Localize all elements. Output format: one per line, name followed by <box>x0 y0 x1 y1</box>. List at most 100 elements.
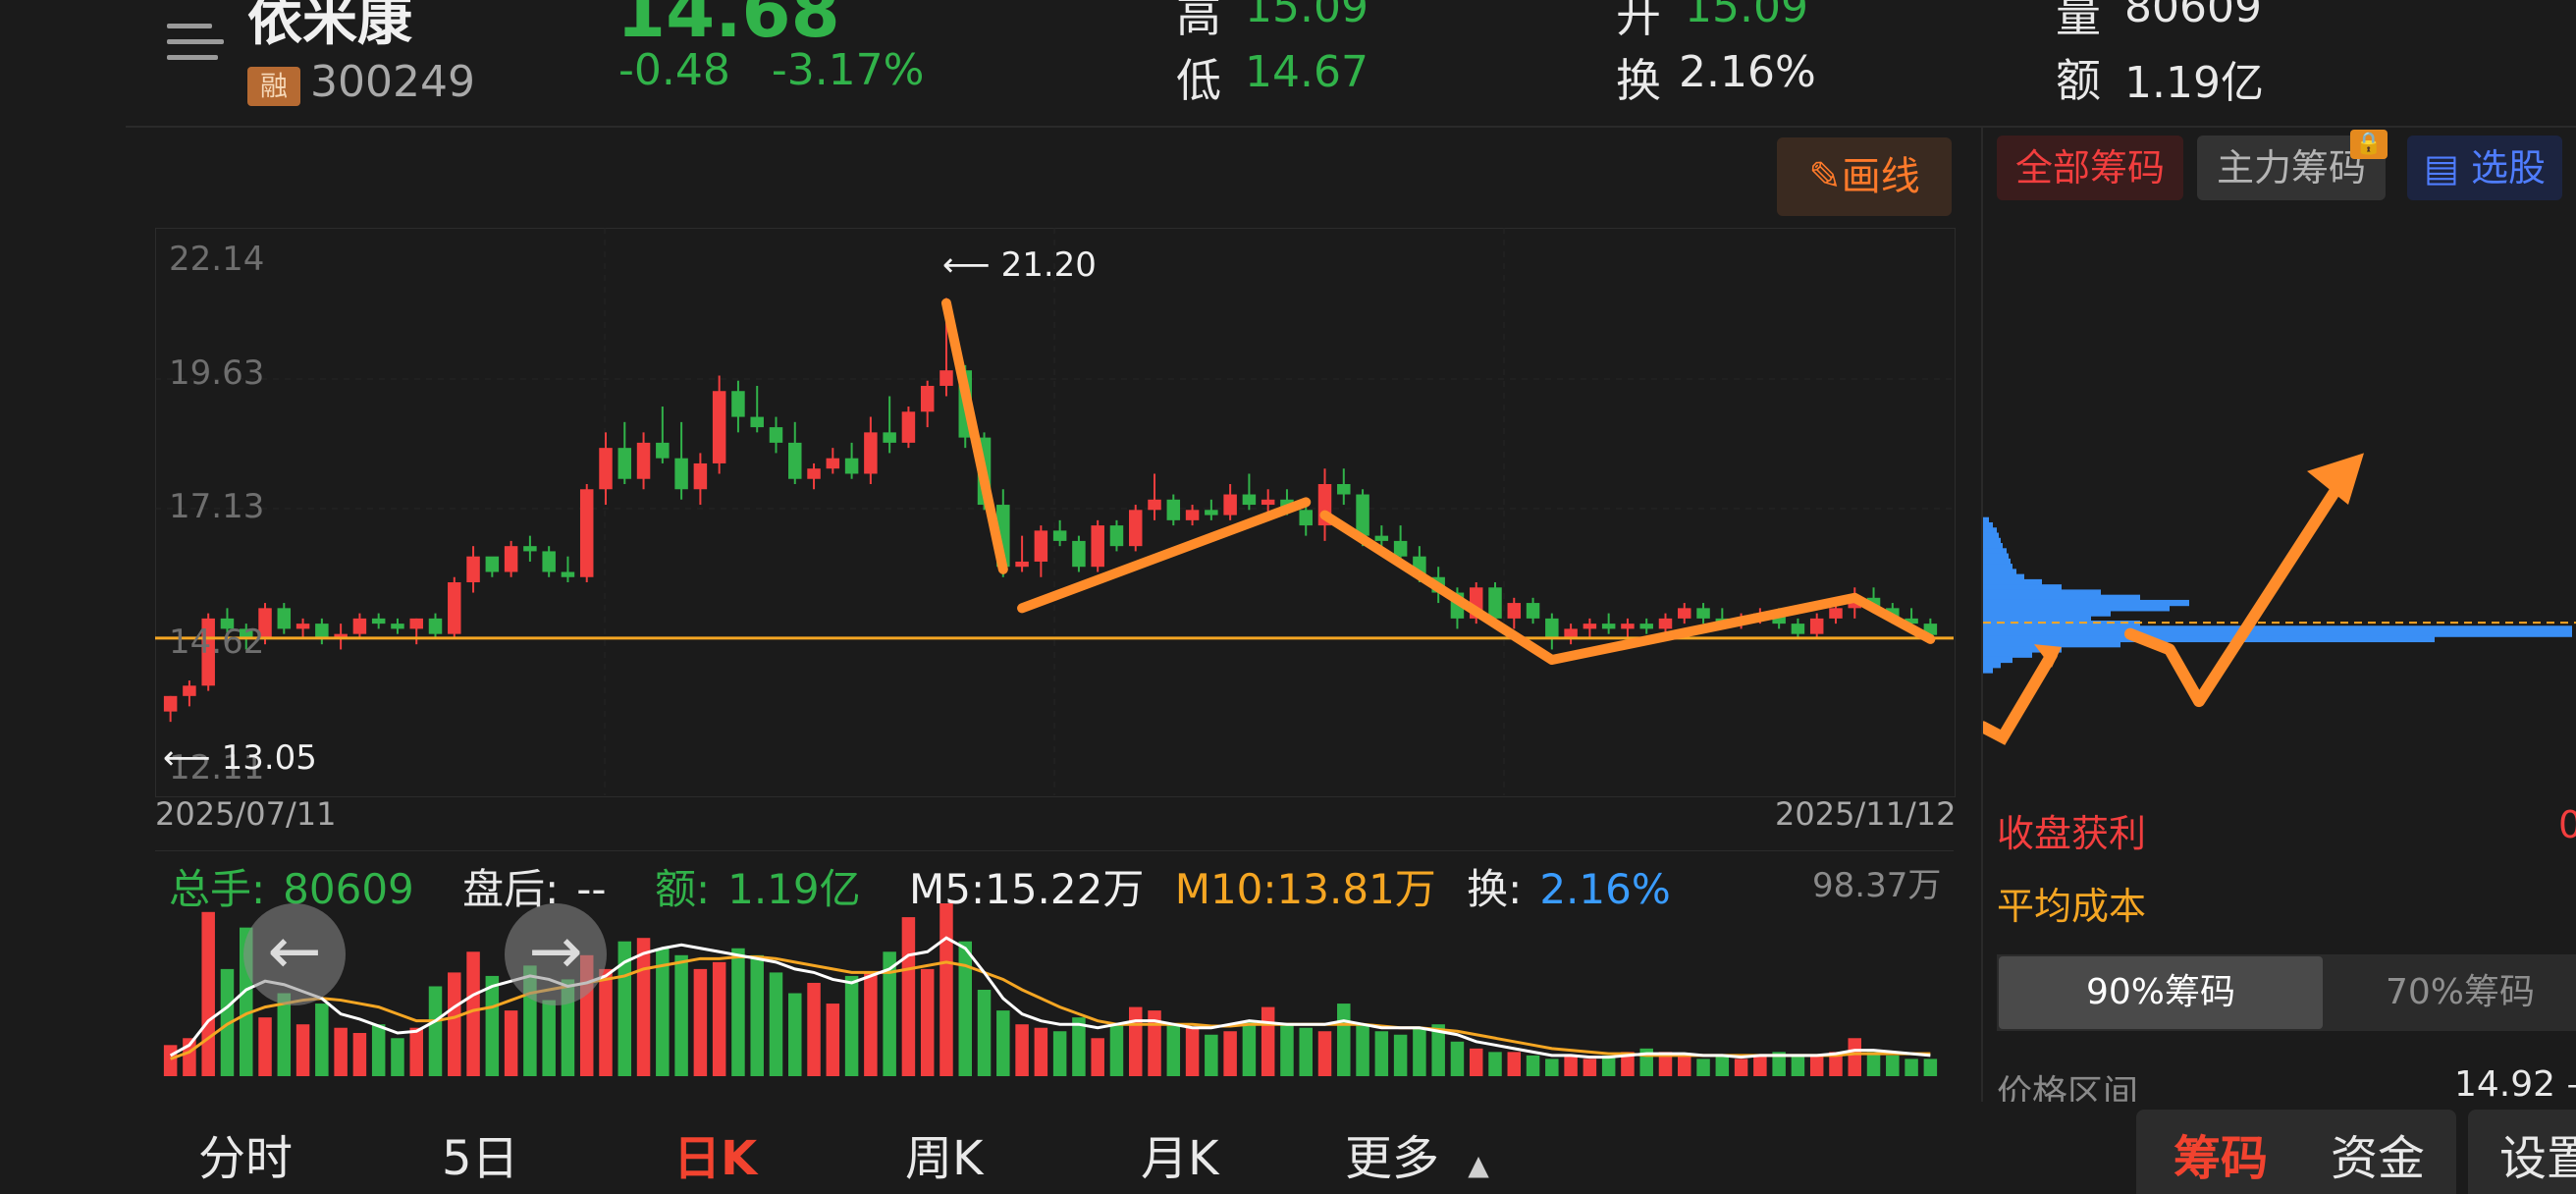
candle <box>1621 618 1635 639</box>
volume-bar <box>163 1045 178 1076</box>
volume-bar <box>485 975 500 1076</box>
amount-value: 1.19亿 <box>2124 58 2264 108</box>
candle-body <box>1299 510 1313 526</box>
candle <box>1299 505 1313 536</box>
volume-max: 98.37万 <box>1812 866 1942 905</box>
candle-body <box>901 411 916 443</box>
candle <box>1564 624 1578 645</box>
volume-bar <box>1678 1055 1691 1076</box>
high-label: 高 <box>1176 0 1221 42</box>
chip-bar <box>1983 605 2170 612</box>
high-marker-value: 21.20 <box>1000 245 1097 285</box>
tab-main-chips[interactable]: 主力筹码 🔒 <box>2197 130 2388 200</box>
candle-body <box>1091 525 1104 568</box>
tab-all-chips[interactable]: 全部筹码 <box>1997 136 2183 200</box>
draw-line-button[interactable]: ✎画线 <box>1777 137 1952 216</box>
volume-bar <box>731 948 745 1076</box>
volume-bar <box>1621 1052 1635 1076</box>
volume-bar <box>1374 1031 1389 1076</box>
chip-bar <box>1983 656 2012 664</box>
candle <box>1583 618 1597 639</box>
chip-bar <box>1983 532 1999 539</box>
arrow-right-icon: → <box>528 913 583 989</box>
candle-body <box>409 618 423 629</box>
volume-bar <box>1223 1031 1237 1076</box>
price-range-value: 14.92 – <box>2454 1064 2576 1105</box>
candle-body <box>183 685 196 696</box>
volume-value: 80609 <box>2124 0 2262 32</box>
chip-bar <box>1983 615 2091 622</box>
kline-chart-frame[interactable] <box>155 228 1956 797</box>
chip-bar <box>1983 553 2009 560</box>
kline-chart[interactable] <box>155 228 1954 795</box>
candle-body <box>674 458 688 490</box>
candle-body <box>599 448 613 490</box>
candle <box>239 624 253 650</box>
candle-body <box>1829 608 1843 619</box>
lock-icon: 🔒 <box>2350 130 2388 159</box>
volume-bar <box>428 986 443 1076</box>
scroll-left-button[interactable]: ← <box>243 903 346 1005</box>
segment-70-chips[interactable]: 70%筹码 <box>2386 972 2536 1012</box>
menu-icon[interactable] <box>167 18 224 67</box>
candle <box>201 613 215 691</box>
volume-bar <box>1809 1055 1824 1076</box>
volume-bar <box>864 972 878 1076</box>
stock-name: 依米康 <box>247 0 412 53</box>
candle <box>1393 525 1408 562</box>
volume-turnover-value: 2.16% <box>1539 865 1671 913</box>
volume-panel <box>155 850 1954 1079</box>
candle-body <box>1034 530 1048 562</box>
volume-bar <box>901 917 916 1076</box>
tab-more[interactable]: 更多 ▲ <box>1345 1119 1489 1188</box>
volume-bar <box>1015 1024 1029 1076</box>
candle-body <box>1109 525 1124 547</box>
volume-bar <box>750 954 764 1076</box>
candle <box>1317 468 1332 541</box>
candle-body <box>1621 624 1635 629</box>
volume-bar <box>1658 1052 1673 1076</box>
change-percent: -3.17% <box>771 45 925 95</box>
segment-90-chips[interactable]: 90%筹码 <box>1999 956 2323 1029</box>
candle <box>1545 613 1559 650</box>
candle <box>409 618 423 645</box>
tab-main-chips-label: 主力筹码 <box>2216 146 2366 190</box>
volume-bar <box>1431 1024 1445 1076</box>
tab-monthly-k[interactable]: 月K <box>1141 1131 1219 1186</box>
arrow-head <box>2307 453 2364 506</box>
tab-funds[interactable]: 资金 <box>2331 1131 2426 1186</box>
stock-code: 300249 <box>310 57 475 107</box>
candle-body <box>1526 603 1540 619</box>
tab-settings[interactable]: 设置 <box>2499 1131 2576 1186</box>
volume-bar <box>1337 1004 1351 1076</box>
tab-daily-k[interactable]: 日K <box>673 1131 758 1186</box>
candle <box>1658 613 1673 634</box>
candle-body <box>1128 510 1143 547</box>
candle-body <box>769 427 783 443</box>
volume-bar <box>1317 1031 1332 1076</box>
candle-body <box>1905 618 1918 624</box>
candle <box>352 613 367 639</box>
candle <box>712 375 726 474</box>
y-tick-label: 14.62 <box>169 623 265 662</box>
volume-chart[interactable] <box>155 903 1954 1076</box>
tab-weekly-k[interactable]: 周K <box>905 1131 984 1186</box>
candle-body <box>788 442 802 479</box>
scroll-right-button[interactable]: → <box>505 903 607 1005</box>
pencil-icon: ✎ <box>1808 154 1842 199</box>
candle <box>485 556 500 577</box>
candle <box>183 680 196 707</box>
candle <box>901 407 916 449</box>
volume-bar <box>1829 1052 1843 1076</box>
arrow-left-icon: ← <box>267 913 322 989</box>
candle-body <box>939 370 953 386</box>
volume-bar <box>1091 1038 1104 1076</box>
tab-chips[interactable]: 筹码 <box>2174 1131 2269 1186</box>
candle <box>693 453 708 506</box>
candle-body <box>428 618 443 634</box>
tab-5day[interactable]: 5日 <box>442 1131 519 1186</box>
tab-stock-picker[interactable]: ▤ 选股 <box>2407 136 2562 200</box>
tab-intraday[interactable]: 分时 <box>198 1131 294 1186</box>
candle <box>599 432 613 506</box>
candle <box>1696 603 1710 624</box>
